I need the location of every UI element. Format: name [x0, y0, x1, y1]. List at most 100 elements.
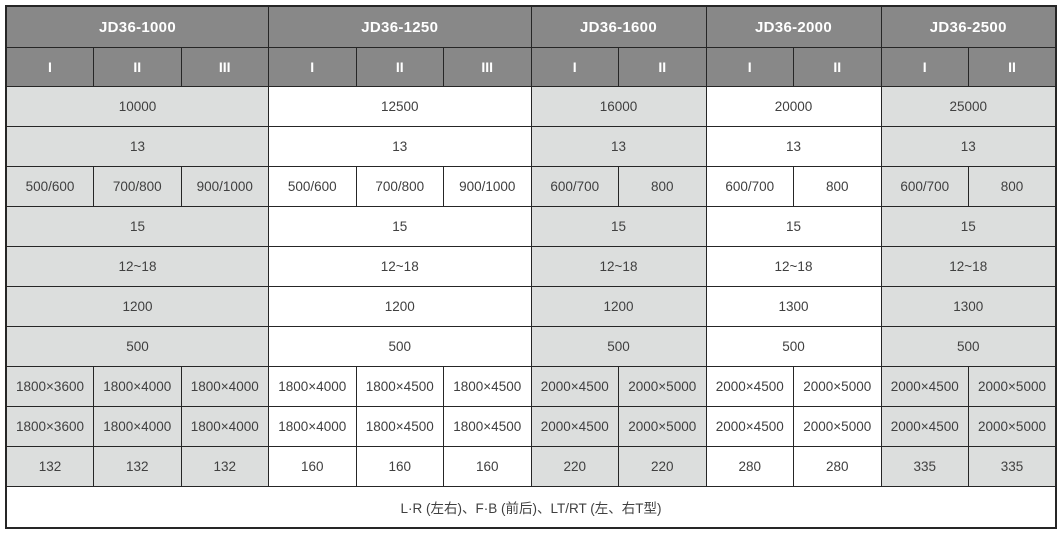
table-body: 10000 12500 16000 20000 25000 13 13 13 13 13 500/6…	[5, 86, 1057, 529]
table-cell: 12~18	[530, 246, 707, 287]
table-cell: 2000×4500	[880, 406, 969, 447]
column-subheader: II	[618, 47, 707, 87]
table-cell: 220	[618, 446, 707, 487]
column-group-header: JD36-1600	[530, 5, 707, 48]
table-cell: 2000×5000	[968, 406, 1057, 447]
table-cell: 15	[705, 206, 882, 247]
table-cell: 2000×5000	[618, 366, 707, 407]
table-cell: 132	[180, 446, 269, 487]
table-cell: 500	[530, 326, 707, 367]
table-row: L·R (左右)、F·B (前后)、LT/RT (左、右T型)	[5, 486, 1057, 529]
table-cell: 500	[705, 326, 882, 367]
table-cell: 1800×4500	[443, 406, 532, 447]
table-cell: 13	[530, 126, 707, 167]
table-cell: 12500	[268, 86, 532, 127]
table-row: 1800×3600 1800×4000 1800×4000 1800×4000 1800…	[5, 406, 1057, 447]
table-cell: 600/700	[705, 166, 794, 207]
table-header: JD36-1000 JD36-1250 JD36-1600 JD36-2000 JD36…	[5, 5, 1057, 87]
table-cell: 600/700	[880, 166, 969, 207]
table-cell: 1800×4500	[443, 366, 532, 407]
table-cell: 13	[5, 126, 269, 167]
table-cell: 13	[705, 126, 882, 167]
table-cell: 900/1000	[180, 166, 269, 207]
table-cell: 800	[968, 166, 1057, 207]
table-cell: 335	[968, 446, 1057, 487]
table-cell: 2000×5000	[618, 406, 707, 447]
table-cell: 1300	[705, 286, 882, 327]
column-subheader: II	[93, 47, 182, 87]
table-cell: 12~18	[705, 246, 882, 287]
table-cell: 13	[880, 126, 1057, 167]
table-cell: 220	[530, 446, 619, 487]
table-row: 500 500 500 500 500	[5, 326, 1057, 367]
table-cell: 20000	[705, 86, 882, 127]
column-subheader: I	[5, 47, 94, 87]
table-cell: 800	[618, 166, 707, 207]
column-group-header: JD36-2500	[880, 5, 1057, 48]
column-subheader: I	[530, 47, 619, 87]
table-row: 12~18 12~18 12~18 12~18 12~18	[5, 246, 1057, 287]
table-cell: 280	[793, 446, 882, 487]
column-group-header: JD36-1000	[5, 5, 269, 48]
table-cell: 500/600	[268, 166, 357, 207]
table-cell: 700/800	[355, 166, 444, 207]
table-cell: 1800×3600	[5, 406, 94, 447]
spec-table: JD36-1000 JD36-1250 JD36-1600 JD36-2000 JD36…	[5, 5, 1057, 529]
table-cell: 15	[5, 206, 269, 247]
table-cell: 900/1000	[443, 166, 532, 207]
table-cell: 15	[268, 206, 532, 247]
column-subheader: III	[180, 47, 269, 87]
table-cell: 500	[880, 326, 1057, 367]
table-cell: 12~18	[268, 246, 532, 287]
table-row: 1200 1200 1200 1300 1300	[5, 286, 1057, 327]
table-cell: 2000×4500	[530, 366, 619, 407]
table-cell: 160	[355, 446, 444, 487]
table-cell: 2000×4500	[705, 366, 794, 407]
table-cell: 2000×4500	[880, 366, 969, 407]
column-subheader: II	[355, 47, 444, 87]
table-cell: 335	[880, 446, 969, 487]
table-row: 10000 12500 16000 20000 25000	[5, 86, 1057, 127]
table-cell: 160	[268, 446, 357, 487]
column-subheader: I	[880, 47, 969, 87]
table-cell: 1800×4000	[268, 366, 357, 407]
column-subheader: II	[793, 47, 882, 87]
table-cell: 700/800	[93, 166, 182, 207]
column-group-header: JD36-2000	[705, 5, 882, 48]
table-row: 500/600 700/800 900/1000 500/600 700/800 900/…	[5, 166, 1057, 207]
footer-note: L·R (左右)、F·B (前后)、LT/RT (左、右T型)	[5, 486, 1057, 529]
table-cell: 800	[793, 166, 882, 207]
table-cell: 500	[5, 326, 269, 367]
table-row: JD36-1000 JD36-1250 JD36-1600 JD36-2000 JD36…	[5, 5, 1057, 48]
table-cell: 280	[705, 446, 794, 487]
table-row: 13 13 13 13 13	[5, 126, 1057, 167]
table-cell: 1800×4000	[180, 406, 269, 447]
table-cell: 500	[268, 326, 532, 367]
column-group-header: JD36-1250	[268, 5, 532, 48]
column-subheader: I	[268, 47, 357, 87]
table-cell: 2000×5000	[968, 366, 1057, 407]
table-cell: 2000×4500	[705, 406, 794, 447]
table-cell: 1800×4500	[355, 366, 444, 407]
column-subheader: II	[968, 47, 1057, 87]
table-cell: 500/600	[5, 166, 94, 207]
table-cell: 1800×4000	[93, 406, 182, 447]
table-cell: 2000×5000	[793, 366, 882, 407]
table-row: 15 15 15 15 15	[5, 206, 1057, 247]
table-cell: 12~18	[880, 246, 1057, 287]
table-cell: 1800×4000	[180, 366, 269, 407]
table-cell: 132	[5, 446, 94, 487]
table-cell: 1800×3600	[5, 366, 94, 407]
table-row: I II III I II III I II I II I II	[5, 47, 1057, 87]
column-subheader: III	[443, 47, 532, 87]
table-cell: 13	[268, 126, 532, 167]
table-cell: 1200	[5, 286, 269, 327]
table-cell: 15	[880, 206, 1057, 247]
table-cell: 2000×4500	[530, 406, 619, 447]
table-cell: 132	[93, 446, 182, 487]
table-cell: 1200	[530, 286, 707, 327]
table-cell: 1800×4000	[93, 366, 182, 407]
table-cell: 1300	[880, 286, 1057, 327]
table-cell: 1200	[268, 286, 532, 327]
